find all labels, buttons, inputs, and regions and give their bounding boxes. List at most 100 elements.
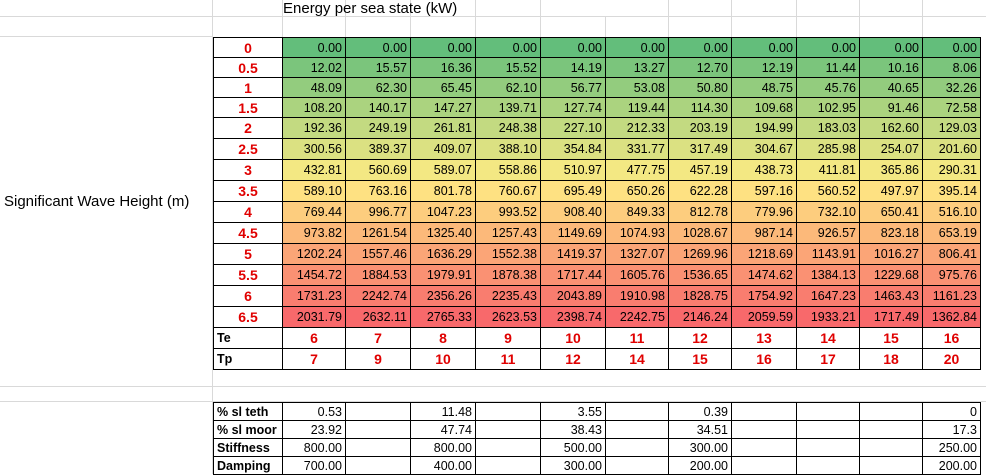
energy-cell[interactable]: 597.16 bbox=[731, 180, 797, 202]
energy-cell[interactable]: 127.74 bbox=[540, 97, 606, 118]
energy-cell[interactable]: 409.07 bbox=[410, 138, 476, 160]
energy-cell[interactable]: 192.36 bbox=[282, 117, 346, 139]
wave-height-label[interactable]: 1.5 bbox=[213, 97, 283, 118]
mooring-row-label[interactable]: Stiffness bbox=[213, 438, 283, 457]
mooring-cell[interactable] bbox=[475, 438, 541, 457]
wave-height-label[interactable]: 5.5 bbox=[213, 264, 283, 286]
energy-cell[interactable]: 162.60 bbox=[859, 117, 923, 139]
energy-cell[interactable]: 650.41 bbox=[859, 201, 923, 223]
mooring-cell[interactable] bbox=[796, 402, 860, 421]
energy-cell[interactable]: 183.03 bbox=[796, 117, 860, 139]
energy-cell[interactable]: 1454.72 bbox=[282, 264, 346, 286]
wave-height-label[interactable]: 6 bbox=[213, 285, 283, 307]
mooring-cell[interactable] bbox=[731, 402, 797, 421]
mooring-cell[interactable]: 0.53 bbox=[282, 402, 346, 421]
energy-cell[interactable]: 365.86 bbox=[859, 159, 923, 181]
mooring-cell[interactable] bbox=[475, 402, 541, 421]
energy-cell[interactable]: 1229.68 bbox=[859, 264, 923, 286]
energy-cell[interactable]: 1474.62 bbox=[731, 264, 797, 286]
energy-cell[interactable]: 589.07 bbox=[410, 159, 476, 181]
energy-cell[interactable]: 261.81 bbox=[410, 117, 476, 139]
energy-cell[interactable]: 119.44 bbox=[605, 97, 669, 118]
energy-cell[interactable]: 10.16 bbox=[859, 57, 923, 78]
energy-cell[interactable]: 760.67 bbox=[475, 180, 541, 202]
energy-cell[interactable]: 2031.79 bbox=[282, 306, 346, 328]
tp-row-cell[interactable]: 20 bbox=[922, 348, 981, 370]
energy-cell[interactable]: 1636.29 bbox=[410, 243, 476, 265]
energy-cell[interactable]: 8.06 bbox=[922, 57, 981, 78]
energy-cell[interactable]: 0.00 bbox=[282, 37, 346, 58]
mooring-row-label[interactable]: % sl moor bbox=[213, 420, 283, 439]
energy-cell[interactable]: 477.75 bbox=[605, 159, 669, 181]
energy-cell[interactable]: 973.82 bbox=[282, 222, 346, 244]
mooring-cell[interactable]: 11.48 bbox=[410, 402, 476, 421]
mooring-cell[interactable] bbox=[859, 438, 923, 457]
energy-cell[interactable]: 993.52 bbox=[475, 201, 541, 223]
mooring-cell[interactable]: 38.43 bbox=[540, 420, 606, 439]
energy-cell[interactable]: 194.99 bbox=[731, 117, 797, 139]
tp-row-label[interactable]: Tp bbox=[213, 348, 283, 370]
te-row-cell[interactable]: 6 bbox=[282, 327, 346, 349]
mooring-cell[interactable] bbox=[731, 420, 797, 439]
energy-cell[interactable]: 290.31 bbox=[922, 159, 981, 181]
mooring-cell[interactable] bbox=[605, 438, 669, 457]
energy-cell[interactable]: 227.10 bbox=[540, 117, 606, 139]
mooring-cell[interactable] bbox=[475, 420, 541, 439]
energy-cell[interactable]: 2235.43 bbox=[475, 285, 541, 307]
energy-cell[interactable]: 1754.92 bbox=[731, 285, 797, 307]
mooring-cell[interactable] bbox=[345, 402, 411, 421]
energy-cell[interactable]: 2398.74 bbox=[540, 306, 606, 328]
energy-cell[interactable]: 140.17 bbox=[345, 97, 411, 118]
energy-cell[interactable]: 1028.67 bbox=[668, 222, 732, 244]
energy-cell[interactable]: 102.95 bbox=[796, 97, 860, 118]
energy-cell[interactable]: 45.76 bbox=[796, 77, 860, 98]
energy-cell[interactable]: 1327.07 bbox=[605, 243, 669, 265]
mooring-cell[interactable]: 500.00 bbox=[540, 438, 606, 457]
energy-cell[interactable]: 12.19 bbox=[731, 57, 797, 78]
energy-cell[interactable]: 1419.37 bbox=[540, 243, 606, 265]
mooring-cell[interactable] bbox=[859, 420, 923, 439]
energy-cell[interactable]: 1717.49 bbox=[859, 306, 923, 328]
energy-cell[interactable]: 1149.69 bbox=[540, 222, 606, 244]
energy-cell[interactable]: 13.27 bbox=[605, 57, 669, 78]
mooring-cell[interactable] bbox=[345, 456, 411, 475]
wave-height-label[interactable]: 1 bbox=[213, 77, 283, 98]
mooring-cell[interactable] bbox=[475, 456, 541, 475]
energy-cell[interactable]: 15.52 bbox=[475, 57, 541, 78]
energy-cell[interactable]: 0.00 bbox=[410, 37, 476, 58]
energy-cell[interactable]: 0.00 bbox=[475, 37, 541, 58]
mooring-cell[interactable]: 0 bbox=[922, 402, 981, 421]
energy-cell[interactable]: 1261.54 bbox=[345, 222, 411, 244]
te-row-cell[interactable]: 13 bbox=[731, 327, 797, 349]
energy-cell[interactable]: 1047.23 bbox=[410, 201, 476, 223]
wave-height-label[interactable]: 4.5 bbox=[213, 222, 283, 244]
energy-cell[interactable]: 560.69 bbox=[345, 159, 411, 181]
energy-cell[interactable]: 510.97 bbox=[540, 159, 606, 181]
energy-cell[interactable]: 975.76 bbox=[922, 264, 981, 286]
mooring-cell[interactable] bbox=[796, 456, 860, 475]
energy-cell[interactable]: 779.96 bbox=[731, 201, 797, 223]
energy-cell[interactable]: 996.77 bbox=[345, 201, 411, 223]
energy-cell[interactable]: 1647.23 bbox=[796, 285, 860, 307]
energy-cell[interactable]: 695.49 bbox=[540, 180, 606, 202]
wave-height-label[interactable]: 3 bbox=[213, 159, 283, 181]
energy-cell[interactable]: 317.49 bbox=[668, 138, 732, 160]
mooring-cell[interactable] bbox=[731, 456, 797, 475]
energy-cell[interactable]: 304.67 bbox=[731, 138, 797, 160]
te-row-cell[interactable]: 16 bbox=[922, 327, 981, 349]
wave-height-label[interactable]: 0 bbox=[213, 37, 283, 58]
energy-cell[interactable]: 50.80 bbox=[668, 77, 732, 98]
energy-cell[interactable]: 1828.75 bbox=[668, 285, 732, 307]
energy-cell[interactable]: 91.46 bbox=[859, 97, 923, 118]
mooring-row-label[interactable]: % sl teth bbox=[213, 402, 283, 421]
energy-cell[interactable]: 0.00 bbox=[345, 37, 411, 58]
te-row-cell[interactable]: 8 bbox=[410, 327, 476, 349]
energy-cell[interactable]: 248.38 bbox=[475, 117, 541, 139]
mooring-cell[interactable]: 800.00 bbox=[410, 438, 476, 457]
energy-cell[interactable]: 908.40 bbox=[540, 201, 606, 223]
energy-cell[interactable]: 56.77 bbox=[540, 77, 606, 98]
tp-row-cell[interactable]: 9 bbox=[345, 348, 411, 370]
energy-cell[interactable]: 0.00 bbox=[859, 37, 923, 58]
te-row-cell[interactable]: 10 bbox=[540, 327, 606, 349]
energy-cell[interactable]: 40.65 bbox=[859, 77, 923, 98]
